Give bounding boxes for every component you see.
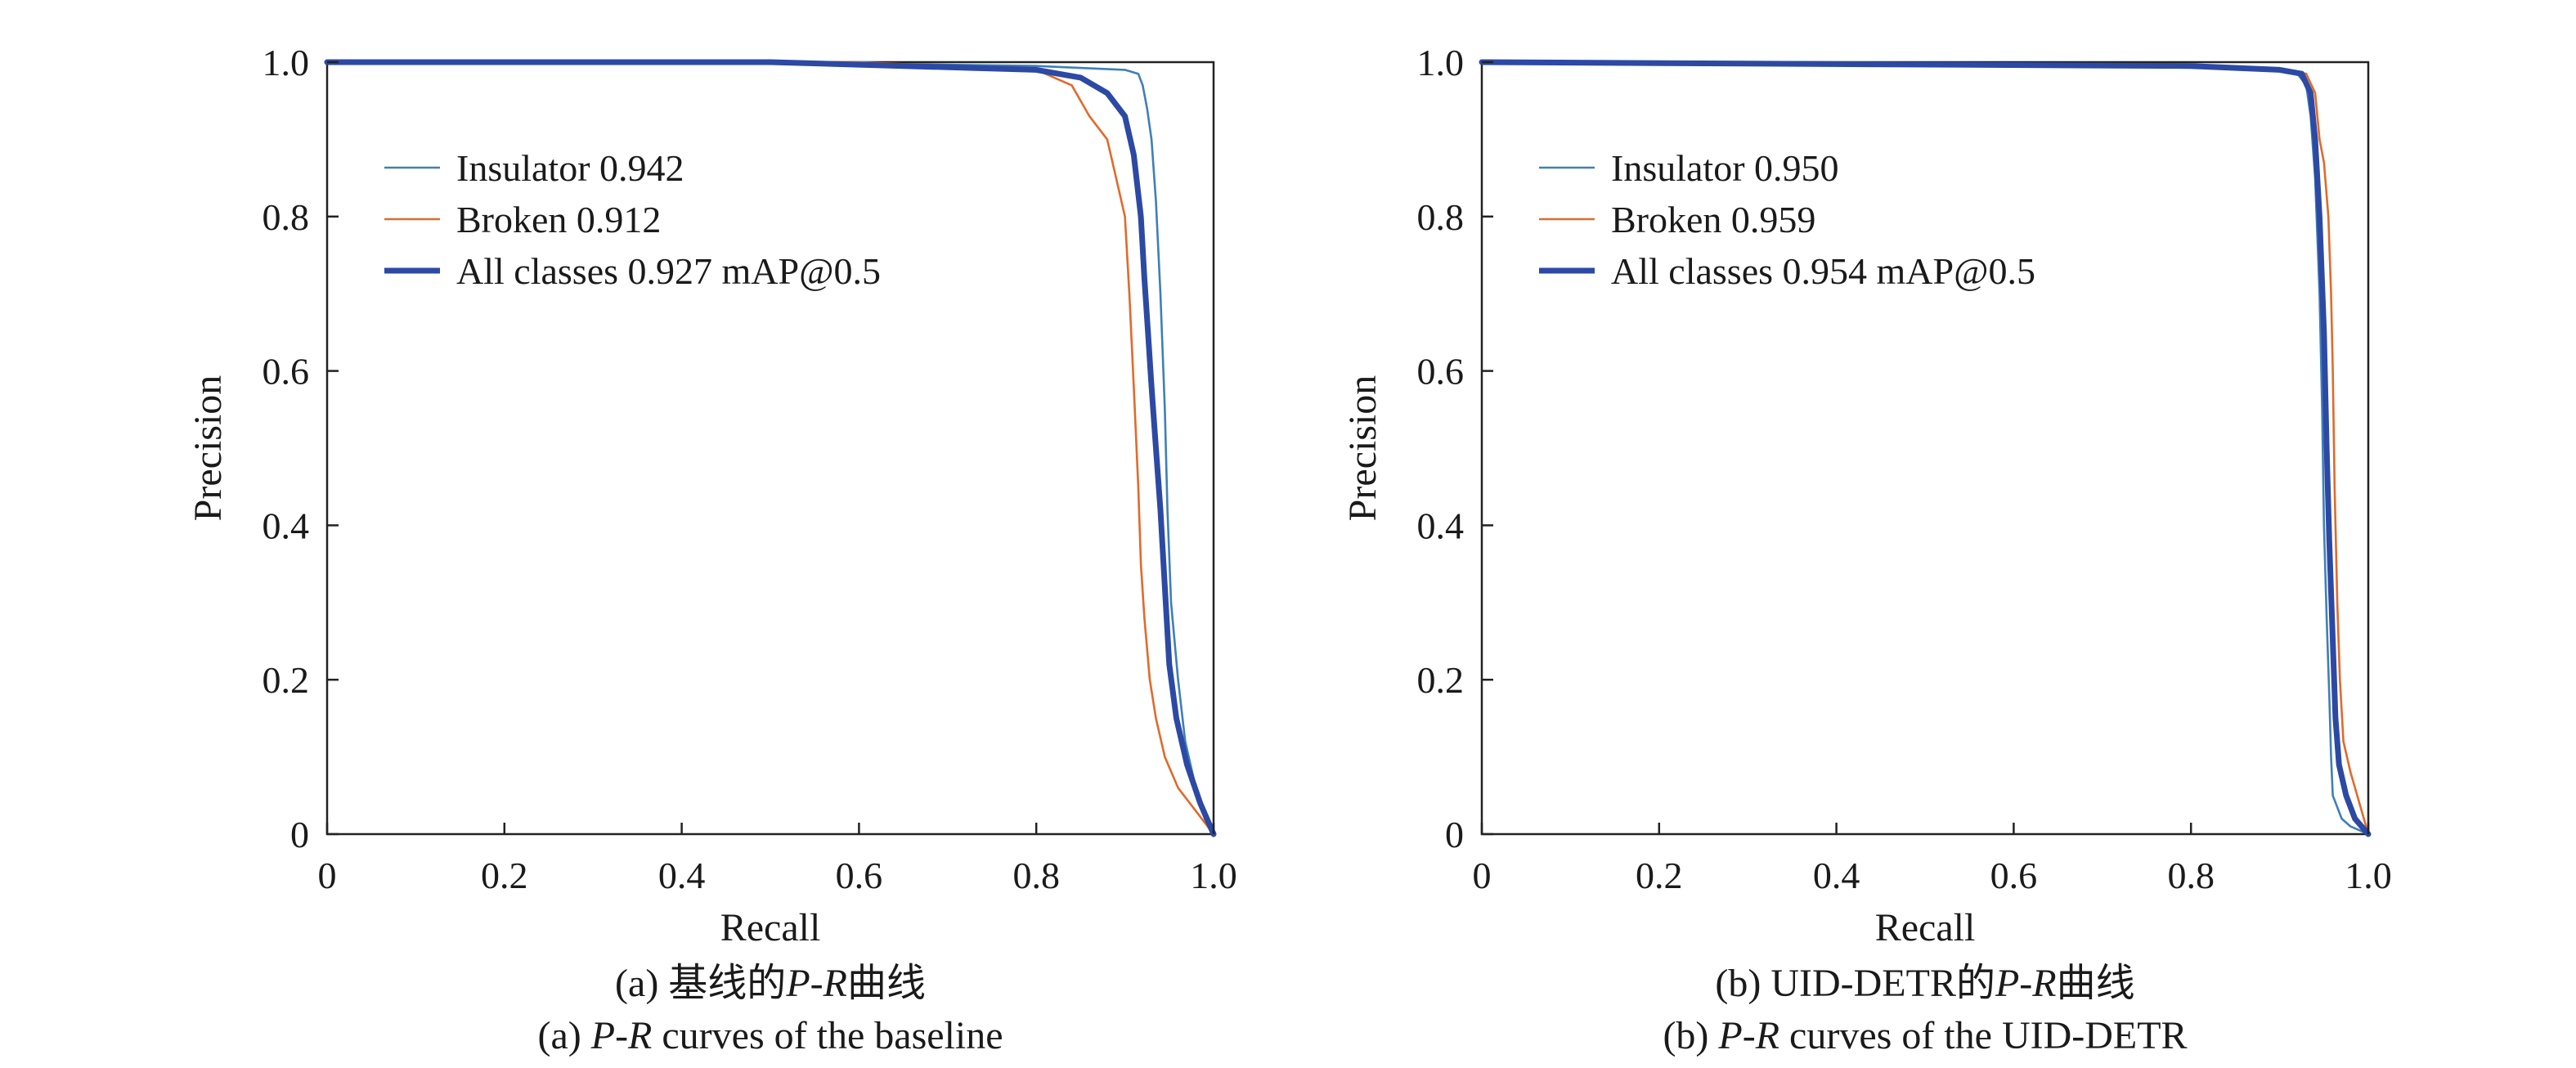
x-axis-label: Recall — [720, 906, 821, 949]
caption-english: (a) P-R curves of the baseline — [537, 1014, 1003, 1057]
y-tick-label: 0.4 — [1417, 505, 1465, 546]
legend-label: All classes 0.954 mAP@0.5 — [1611, 250, 2035, 292]
y-tick-label: 0.8 — [263, 196, 310, 238]
series-line-all-classes — [324, 59, 1217, 837]
caption-chinese: (a) 基线的P-R曲线 — [615, 962, 926, 1005]
x-axis-label: Recall — [1875, 906, 1976, 949]
y-tick-label: 0.6 — [263, 351, 310, 393]
legend-label: Broken 0.912 — [456, 199, 661, 240]
legend: Insulator 0.942 Broken 0.912 All classes 0… — [384, 147, 881, 292]
y-tick-label: 0.4 — [263, 505, 310, 546]
x-tick-label: 0 — [1473, 855, 1492, 896]
x-tick-label: 0.4 — [658, 855, 706, 896]
legend-label: All classes 0.927 mAP@0.5 — [456, 250, 881, 292]
x-tick-label: 0.2 — [1636, 855, 1683, 896]
y-tick-label: 0.2 — [263, 659, 310, 701]
series-line-insulator — [325, 61, 1215, 836]
chart-panel-a: 0 0.2 0.4 0.6 0.8 1.0 0 0.2 0.4 0.6 0.8 1.0 Recall Pr… — [186, 42, 1237, 1057]
x-tick-label: 0 — [318, 855, 337, 896]
chart-panel-b: 0 0.2 0.4 0.6 0.8 1.0 0 0.2 0.4 0.6 0.8 1.0 Recall Pr… — [1341, 42, 2392, 1057]
series-line-broken — [325, 61, 1215, 836]
y-tick-label: 0 — [290, 814, 309, 855]
y-tick-label: 0 — [1445, 814, 1464, 855]
series-line-all-classes — [1479, 59, 2372, 837]
x-tick-label: 1.0 — [1190, 855, 1237, 896]
caption-english: (b) P-R curves of the UID-DETR — [1663, 1014, 2187, 1057]
y-tick-label: 1.0 — [263, 42, 310, 83]
legend-label: Insulator 0.942 — [456, 147, 684, 189]
legend-label: Insulator 0.950 — [1611, 147, 1839, 189]
legend: Insulator 0.950 Broken 0.959 All classes 0… — [1539, 147, 2035, 292]
y-tick-label: 0.6 — [1417, 351, 1465, 393]
y-tick-label: 0.2 — [1417, 659, 1465, 701]
y-axis-label: Precision — [1341, 375, 1384, 522]
x-tick-label: 0.8 — [2167, 855, 2215, 896]
x-tick-label: 0.4 — [1813, 855, 1860, 896]
caption-chinese: (b) UID-DETR的P-R曲线 — [1715, 962, 2134, 1005]
x-tick-label: 0.2 — [481, 855, 528, 896]
x-tick-label: 1.0 — [2345, 855, 2392, 896]
y-tick-label: 1.0 — [1417, 42, 1465, 83]
x-tick-label: 0.6 — [836, 855, 883, 896]
x-tick-label: 0.8 — [1012, 855, 1060, 896]
x-tick-label: 0.6 — [1990, 855, 2038, 896]
y-tick-label: 0.8 — [1417, 196, 1465, 238]
y-axis-label: Precision — [186, 375, 230, 522]
legend-label: Broken 0.959 — [1611, 199, 1815, 240]
